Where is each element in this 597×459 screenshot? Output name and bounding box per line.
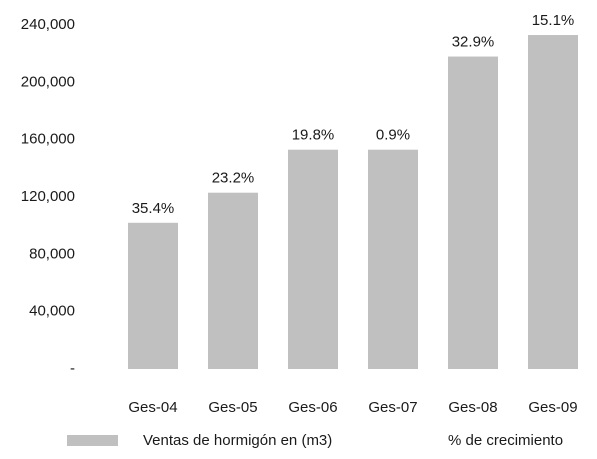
- legend-swatch: [67, 435, 118, 446]
- bar: [528, 35, 578, 370]
- growth-label: 15.1%: [532, 12, 575, 29]
- y-tick-label: 80,000: [29, 245, 75, 262]
- y-tick-label: 120,000: [21, 188, 75, 205]
- y-tick-label: 160,000: [21, 131, 75, 148]
- y-tick-label: 200,000: [21, 73, 75, 90]
- bar: [128, 222, 178, 369]
- growth-label: 0.9%: [376, 127, 410, 144]
- legend-label: Ventas de hormigón en (m3): [143, 432, 332, 449]
- growth-label: 23.2%: [212, 170, 255, 187]
- bar: [448, 56, 498, 370]
- legend-label: % de crecimiento: [448, 432, 563, 449]
- growth-label: 35.4%: [132, 200, 175, 217]
- x-tick-label: Ges-04: [128, 399, 177, 416]
- x-tick-label: Ges-09: [528, 399, 577, 416]
- bar: [288, 149, 338, 369]
- bar: [368, 149, 418, 369]
- y-tick-label: 40,000: [29, 303, 75, 320]
- x-tick-label: Ges-06: [288, 399, 337, 416]
- x-tick-label: Ges-05: [208, 399, 257, 416]
- y-tick-label: 240,000: [21, 16, 75, 33]
- x-tick-label: Ges-07: [368, 399, 417, 416]
- bar: [208, 192, 258, 369]
- growth-label: 19.8%: [292, 127, 335, 144]
- x-tick-label: Ges-08: [448, 399, 497, 416]
- y-tick-label: -: [70, 360, 75, 377]
- growth-label: 32.9%: [452, 34, 495, 51]
